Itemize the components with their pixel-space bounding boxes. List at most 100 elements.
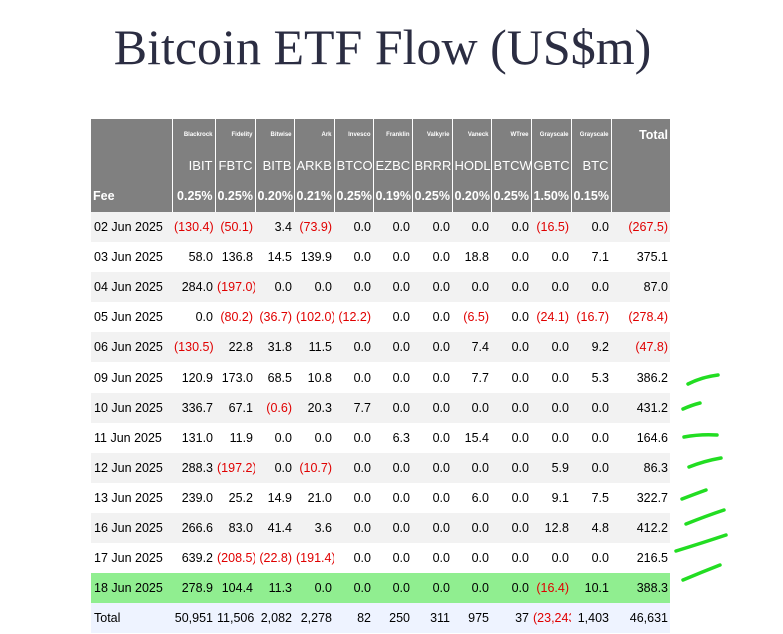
flow-value: 0.0 <box>491 482 531 513</box>
checkmark-stroke <box>681 401 702 411</box>
flow-value: 266.6 <box>172 512 215 544</box>
flow-value: (47.8) <box>611 332 670 363</box>
total-value: 50,951 <box>172 603 215 634</box>
flow-value: (16.5) <box>531 212 571 243</box>
total-value: 82 <box>334 603 373 634</box>
flow-value: 0.0 <box>373 573 412 604</box>
ticker-header: EZBC <box>373 150 413 180</box>
flow-value: 120.9 <box>172 362 215 393</box>
flow-value: (0.6) <box>255 392 294 423</box>
flow-value: 0.0 <box>412 332 452 363</box>
ticker-header: GBTC <box>531 150 572 180</box>
issuer-header-row: Blackrock Fidelity Bitwise Ark Invesco Frankl… <box>91 119 670 150</box>
flow-value: 4.8 <box>571 512 611 544</box>
flow-value: 431.2 <box>611 392 670 423</box>
flow-value: (278.4) <box>611 302 670 333</box>
row-date: 18 Jun 2025 <box>91 573 172 604</box>
issuer-header: Ark <box>294 119 335 150</box>
flow-value: (73.9) <box>294 212 334 243</box>
flow-value: (197.0) <box>215 272 255 303</box>
row-date: 10 Jun 2025 <box>91 392 172 423</box>
table-row: 03 Jun 2025 58.0 136.8 14.5 139.9 0.0 0.0 0.0 18… <box>91 242 670 273</box>
page-title: Bitcoin ETF Flow (US$m) <box>113 19 652 75</box>
flow-value: 0.0 <box>491 512 531 544</box>
flow-value: 0.0 <box>531 543 571 574</box>
issuer-header: Vaneck <box>452 119 492 150</box>
flow-value: 0.0 <box>334 272 373 303</box>
flow-value: 0.0 <box>571 452 611 483</box>
row-date: 17 Jun 2025 <box>91 543 172 574</box>
table-row: 12 Jun 2025 288.3 (197.2) 0.0 (10.7) 0.0 0.0 0.… <box>91 452 670 483</box>
total-value: 11,506 <box>215 603 255 634</box>
flow-value: (130.4) <box>172 212 215 243</box>
flow-value: 131.0 <box>172 422 215 453</box>
flow-value: 58.0 <box>172 242 215 273</box>
total-header: Total <box>611 119 670 150</box>
checkmark-stroke <box>686 373 720 386</box>
table-row: 16 Jun 2025 266.6 83.0 41.4 3.6 0.0 0.0 0.0 0.0 0… <box>91 512 670 544</box>
flow-value: 0.0 <box>255 272 294 303</box>
flow-value: 0.0 <box>412 422 452 453</box>
flow-value: (22.8) <box>255 543 294 574</box>
ticker-header: BTC <box>571 150 612 180</box>
fee-label: Fee <box>91 180 173 212</box>
flow-value: 0.0 <box>452 573 491 604</box>
flow-value: 0.0 <box>491 242 531 273</box>
row-date: 05 Jun 2025 <box>91 302 172 333</box>
flow-value: 0.0 <box>412 573 452 604</box>
total-value: 2,278 <box>294 603 334 634</box>
flow-value: 9.2 <box>571 332 611 363</box>
flow-value: 388.3 <box>611 573 670 604</box>
flow-value: 0.0 <box>334 242 373 273</box>
flow-value: 0.0 <box>491 422 531 453</box>
flow-value: 336.7 <box>172 392 215 423</box>
flow-value: 0.0 <box>491 332 531 363</box>
table-row: 11 Jun 2025 131.0 11.9 0.0 0.0 0.0 6.3 0.0 15.4 0… <box>91 422 670 453</box>
fee-value: 0.20% <box>452 180 492 212</box>
flow-value: 9.1 <box>531 482 571 513</box>
corner-cell <box>91 119 173 150</box>
fee-value: 0.20% <box>255 180 295 212</box>
flow-value: 6.3 <box>373 422 412 453</box>
fee-value: 0.25% <box>215 180 256 212</box>
flow-value: 0.0 <box>334 212 373 243</box>
total-row: Total 50,951 11,506 2,082 2,278 82 250 311 975 37… <box>91 603 670 634</box>
flow-value: 0.0 <box>294 573 334 604</box>
flow-value: 3.6 <box>294 512 334 544</box>
flow-value: 0.0 <box>571 272 611 303</box>
flow-value: (102.0) <box>294 302 334 333</box>
flow-value: 0.0 <box>531 422 571 453</box>
issuer-header: Invesco <box>334 119 374 150</box>
flow-value: 0.0 <box>412 482 452 513</box>
flow-value: 0.0 <box>452 452 491 483</box>
table-row: 04 Jun 2025 284.0 (197.0) 0.0 0.0 0.0 0.0 0.0 0.… <box>91 272 670 303</box>
flow-value: 139.9 <box>294 242 334 273</box>
flow-value: 0.0 <box>412 452 452 483</box>
flow-value: 0.0 <box>255 452 294 483</box>
flow-value: 21.0 <box>294 482 334 513</box>
flow-value: 0.0 <box>373 543 412 574</box>
flow-value: 0.0 <box>491 573 531 604</box>
flow-value: 0.0 <box>571 212 611 243</box>
total-value: 250 <box>373 603 412 634</box>
ticker-header: BRRR <box>412 150 453 180</box>
issuer-header: Fidelity <box>215 119 256 150</box>
flow-value: 375.1 <box>611 242 670 273</box>
fee-value: 0.25% <box>412 180 453 212</box>
total-value: 2,082 <box>255 603 294 634</box>
flow-value: 6.0 <box>452 482 491 513</box>
flow-value: 67.1 <box>215 392 255 423</box>
issuer-header: Bitwise <box>255 119 295 150</box>
flow-value: (16.7) <box>571 302 611 333</box>
flow-value: 0.0 <box>373 362 412 393</box>
row-date: 12 Jun 2025 <box>91 452 172 483</box>
flow-value: 0.0 <box>452 512 491 544</box>
flow-value: 0.0 <box>334 422 373 453</box>
flow-value: 0.0 <box>373 212 412 243</box>
ticker-header: ARKB <box>294 150 335 180</box>
empty-header-cell <box>611 150 670 180</box>
flow-value: 278.9 <box>172 573 215 604</box>
flow-value: 173.0 <box>215 362 255 393</box>
flow-value: 0.0 <box>571 543 611 574</box>
flow-value: 0.0 <box>491 543 531 574</box>
